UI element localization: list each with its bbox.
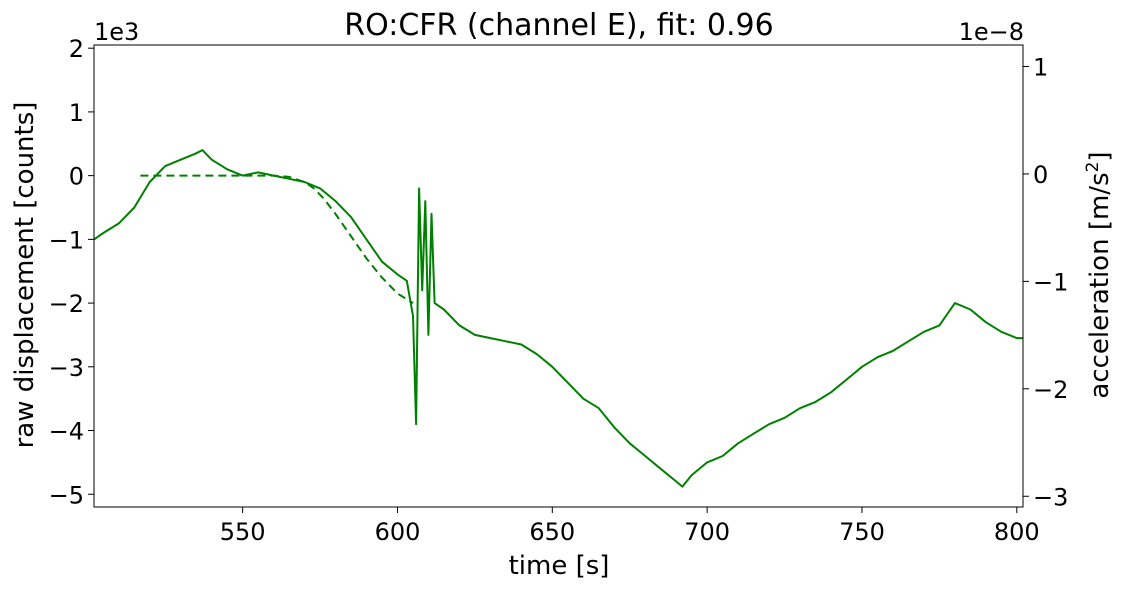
- y-left-tick-label: −1: [49, 226, 84, 254]
- y-right-tick-label: 0: [1033, 161, 1048, 189]
- y-right-tick-label: −2: [1033, 376, 1068, 404]
- y-axis-right-label-sup: 2: [1083, 162, 1103, 173]
- y-left-tick-label: −3: [49, 354, 84, 382]
- y-right-tick-label: −3: [1033, 483, 1068, 511]
- x-tick-label: 550: [220, 518, 266, 546]
- x-tick-label: 750: [839, 518, 885, 546]
- y-axis-right-label: acceleration [m/s2]: [1083, 151, 1115, 398]
- fit-line-dashed: [140, 174, 414, 304]
- y-right-tick-label: −1: [1033, 268, 1068, 296]
- y-axis-right-label-suffix: ]: [1085, 151, 1115, 161]
- y-left-tick-label: −2: [49, 290, 84, 318]
- y-axis-right-label-prefix: acceleration [m/s: [1085, 172, 1115, 398]
- right-axis-offset-label: 1e−8: [959, 18, 1024, 46]
- chart-title: RO:CFR (channel E), fit: 0.96: [344, 8, 773, 43]
- y-left-tick-label: 2: [69, 35, 84, 63]
- x-tick-label: 650: [529, 518, 575, 546]
- x-axis-label: time [s]: [509, 551, 610, 581]
- x-tick-label: 800: [994, 518, 1040, 546]
- data-line-solid: [93, 149, 1023, 488]
- y-axis-left-label: raw displacement [counts]: [10, 102, 40, 449]
- y-left-tick-label: 1: [69, 99, 84, 127]
- x-tick-label: 700: [684, 518, 730, 546]
- x-tick-label: 600: [375, 518, 421, 546]
- y-left-tick-label: 0: [69, 163, 84, 191]
- plot-area: 550 600 650 700 750 800 −5 −4 −3 −2 −1 0 1 2 −3 −2 −1 0 1: [49, 35, 1069, 546]
- y-left-tick-label: −4: [49, 418, 84, 446]
- y-right-tick-label: 1: [1033, 53, 1048, 81]
- plot-frame: [93, 44, 1024, 508]
- left-axis-offset-label: 1e3: [94, 18, 139, 46]
- y-left-tick-label: −5: [49, 481, 84, 509]
